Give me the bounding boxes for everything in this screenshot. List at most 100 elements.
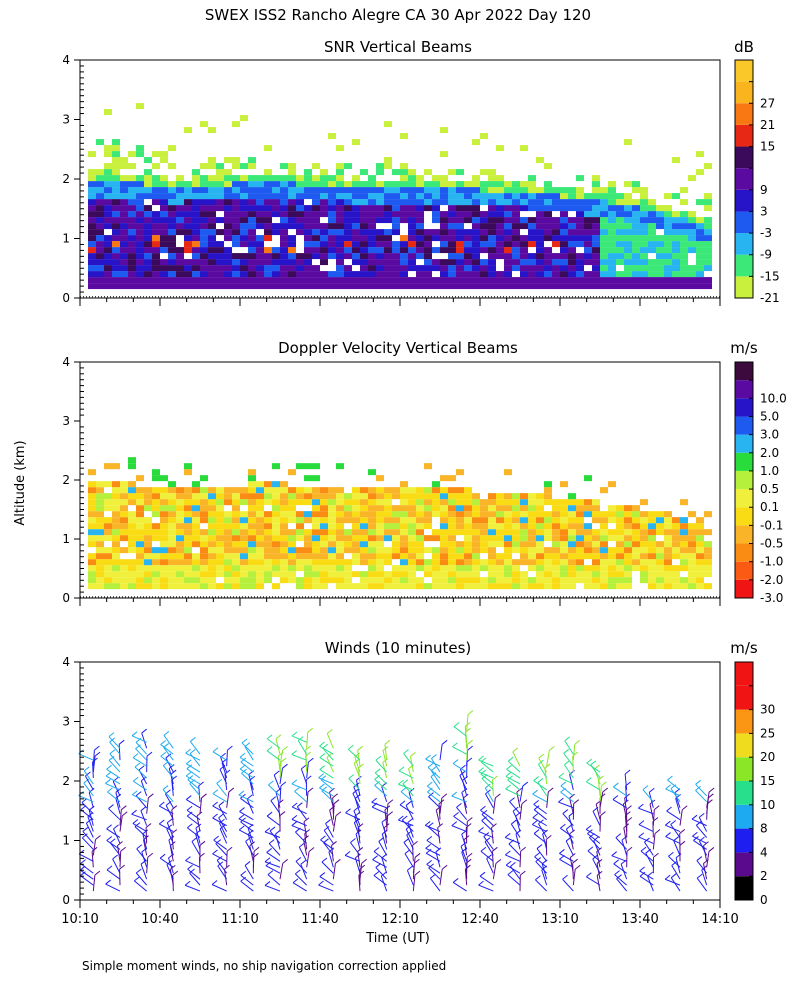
doppler-cell bbox=[152, 583, 160, 590]
doppler-cell bbox=[128, 481, 136, 488]
barb-flag bbox=[509, 797, 515, 802]
barb-shaft bbox=[425, 758, 441, 767]
barb-flag bbox=[425, 843, 431, 849]
snr-cell bbox=[440, 259, 448, 266]
snr-cell bbox=[216, 247, 224, 254]
snr-cell bbox=[296, 283, 304, 290]
doppler-cell bbox=[496, 523, 504, 530]
barb-shaft bbox=[512, 751, 521, 767]
doppler-cell bbox=[200, 547, 208, 554]
barb-shaft bbox=[403, 753, 414, 767]
barb-shaft bbox=[219, 822, 228, 838]
doppler-cell bbox=[704, 547, 712, 554]
doppler-cell bbox=[184, 553, 192, 560]
snr-cell bbox=[160, 247, 168, 254]
wind-barb bbox=[240, 793, 254, 809]
snr-cell bbox=[536, 211, 544, 218]
snr-cell bbox=[304, 205, 312, 212]
snr-cell bbox=[424, 271, 432, 278]
snr-cell bbox=[288, 175, 296, 182]
doppler-cell bbox=[504, 541, 512, 548]
snr-cell bbox=[400, 217, 408, 224]
barb-flag bbox=[298, 842, 305, 848]
wind-barb bbox=[691, 814, 707, 827]
wind-barb bbox=[456, 802, 468, 820]
snr-cell bbox=[200, 283, 208, 290]
doppler-cell bbox=[184, 541, 192, 548]
snr-cell bbox=[344, 217, 352, 224]
barb-flag bbox=[569, 853, 576, 858]
snr-cell bbox=[504, 211, 512, 218]
snr-cell bbox=[472, 283, 480, 290]
snr-cell bbox=[240, 235, 248, 242]
wind-barb bbox=[266, 746, 281, 761]
doppler-cell bbox=[136, 505, 144, 512]
doppler-cell bbox=[240, 511, 248, 518]
snr-cell bbox=[152, 271, 160, 278]
y-tick-label: 4 bbox=[62, 355, 70, 369]
doppler-cell bbox=[664, 559, 672, 566]
snr-cell bbox=[408, 181, 416, 188]
doppler-cell bbox=[184, 511, 192, 518]
wind-barb bbox=[478, 755, 494, 767]
doppler-cell bbox=[392, 517, 400, 524]
doppler-cell bbox=[584, 547, 592, 554]
snr-cell bbox=[664, 211, 672, 218]
snr-cell bbox=[496, 211, 504, 218]
snr-cell bbox=[128, 181, 136, 188]
snr-cell bbox=[136, 187, 144, 194]
barb-shaft bbox=[187, 827, 201, 838]
doppler-cell bbox=[328, 547, 336, 554]
snr-cell bbox=[624, 235, 632, 242]
doppler-cell bbox=[480, 511, 488, 518]
doppler-cell bbox=[648, 535, 656, 542]
barb-shaft bbox=[428, 867, 441, 880]
doppler-cell bbox=[344, 529, 352, 536]
wind-barb bbox=[131, 809, 147, 821]
doppler-cell bbox=[104, 463, 112, 470]
doppler-cell bbox=[368, 553, 376, 560]
barb-flag bbox=[134, 822, 141, 828]
snr-cell bbox=[296, 217, 304, 224]
wind-barb bbox=[564, 736, 574, 755]
doppler-cell bbox=[96, 583, 104, 590]
snr-cell bbox=[664, 205, 672, 212]
barb-shaft bbox=[279, 750, 284, 767]
doppler-cell bbox=[88, 577, 96, 584]
snr-cell bbox=[400, 259, 408, 266]
doppler-cell bbox=[504, 499, 512, 506]
wind-barb bbox=[597, 775, 604, 796]
doppler-cell bbox=[112, 493, 120, 500]
x-tick-label: 10:10 bbox=[61, 912, 98, 927]
snr-cell bbox=[232, 241, 240, 248]
doppler-cell bbox=[512, 529, 520, 536]
doppler-cell bbox=[328, 505, 336, 512]
wind-barb bbox=[652, 805, 660, 826]
snr-cell bbox=[192, 265, 200, 272]
barb-flag bbox=[507, 775, 513, 781]
doppler-cell bbox=[552, 517, 560, 524]
doppler-cell bbox=[552, 523, 560, 530]
barb-flag bbox=[307, 787, 314, 793]
barb-flag bbox=[611, 851, 618, 857]
doppler-cell bbox=[384, 547, 392, 554]
wind-barb bbox=[80, 871, 94, 886]
barb-shaft bbox=[323, 830, 334, 844]
snr-cell bbox=[432, 181, 440, 188]
wind-barb bbox=[407, 818, 414, 838]
snr-cell bbox=[112, 223, 120, 230]
snr-cell bbox=[608, 277, 616, 284]
doppler-cell bbox=[456, 487, 464, 494]
snr-cell bbox=[352, 187, 360, 194]
snr-cell bbox=[696, 229, 704, 236]
wind-barb bbox=[534, 852, 547, 868]
wind-barb bbox=[353, 782, 361, 803]
doppler-cell bbox=[584, 571, 592, 578]
snr-cell bbox=[392, 187, 400, 194]
doppler-cell bbox=[96, 505, 104, 512]
snr-cell bbox=[272, 199, 280, 206]
doppler-cell bbox=[496, 499, 504, 506]
doppler-cell bbox=[480, 517, 488, 524]
colorbar-label: 2 bbox=[760, 869, 768, 883]
snr-cell bbox=[352, 223, 360, 230]
